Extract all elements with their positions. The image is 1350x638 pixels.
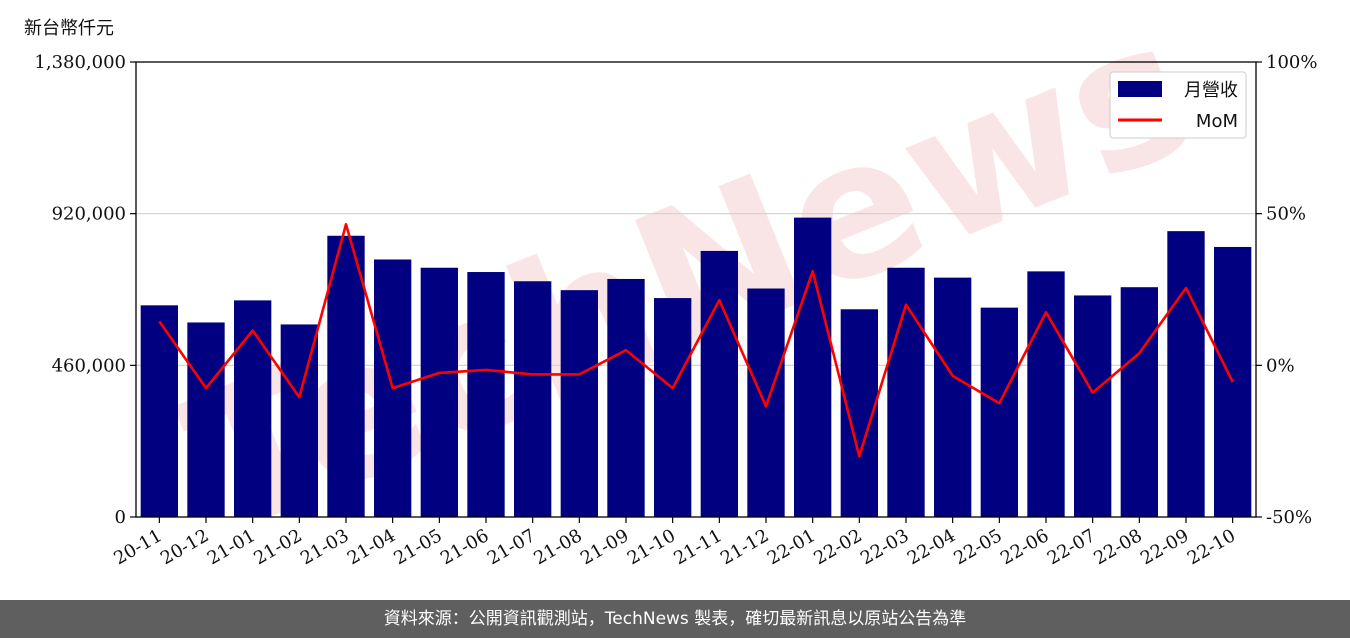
revenue-bar	[140, 305, 178, 517]
x-tick-label: 22-09	[1137, 525, 1192, 569]
y-left-tick-label: 1,380,000	[34, 52, 126, 73]
y-right-tick-label: 0%	[1266, 355, 1295, 376]
revenue-bar	[280, 324, 318, 517]
revenue-bar	[700, 250, 738, 517]
legend: 月營收 MoM	[1109, 71, 1247, 139]
revenue-bar	[887, 267, 925, 517]
y-left-tick-label: 460,000	[52, 355, 126, 376]
y-right-tick-label: 100%	[1266, 52, 1317, 73]
x-tick-label: 21-10	[624, 525, 679, 569]
grid-lines	[136, 213, 1256, 366]
legend-bar-label: 月營收	[1184, 80, 1238, 101]
revenue-bar	[1167, 231, 1205, 518]
x-tick-label: 21-05	[390, 525, 445, 569]
revenue-bar	[327, 235, 365, 517]
y-right-tick-label: 50%	[1266, 204, 1306, 225]
x-tick-label: 22-08	[1090, 525, 1145, 569]
revenue-bar	[420, 267, 458, 517]
mom-line	[158, 223, 1234, 458]
x-tick-label: 21-08	[530, 525, 585, 569]
x-tick-label: 22-07	[1044, 525, 1099, 569]
x-tick-label: 22-06	[997, 525, 1052, 569]
revenue-bar	[187, 322, 225, 517]
y-left-tick-label: 0	[115, 507, 126, 528]
legend-line-label: MoM	[1196, 111, 1238, 132]
x-tick-label: 22-03	[857, 525, 912, 569]
revenue-bar	[607, 278, 645, 517]
revenue-bar	[654, 298, 692, 517]
mom-line-layer	[158, 223, 1234, 458]
revenue-bars	[140, 217, 1252, 518]
revenue-bar	[1120, 287, 1158, 517]
x-tick-label: 21-07	[484, 525, 539, 569]
revenue-bar	[234, 300, 272, 517]
revenue-bar	[467, 272, 505, 517]
x-tick-label: 22-10	[1184, 525, 1239, 569]
x-tick-label: 22-01	[764, 525, 819, 569]
x-tick-label: 20-12	[157, 525, 212, 569]
revenue-bar	[514, 281, 552, 517]
revenue-bar	[1027, 271, 1065, 517]
x-tick-label: 22-05	[950, 525, 1005, 569]
revenue-bar	[794, 217, 832, 518]
chart: TechNews 0460,000920,0001,380,000-50%0%5…	[34, 0, 1317, 577]
revenue-bar	[980, 307, 1018, 517]
y-left-tick-label: 920,000	[52, 204, 126, 225]
x-tick-label: 22-04	[904, 525, 959, 569]
revenue-bar	[934, 277, 972, 517]
x-tick-label: 21-09	[577, 525, 632, 569]
y-axis-unit-label: 新台幣仟元	[24, 18, 114, 39]
plot-frame	[135, 61, 1257, 518]
x-tick-label: 22-02	[810, 525, 865, 569]
source-footer: 資料來源：公開資訊觀測站，TechNews 製表，確切最新訊息以原站公告為準	[0, 600, 1350, 638]
x-tick-label: 21-12	[717, 525, 772, 569]
x-tick-label: 21-06	[437, 525, 492, 569]
x-tick-label: 21-11	[670, 525, 725, 569]
x-tick-label: 20-11	[110, 525, 165, 569]
revenue-bar	[560, 290, 598, 517]
y-right-tick-label: -50%	[1266, 507, 1312, 528]
legend-bar-swatch	[1118, 81, 1162, 97]
revenue-bar	[1074, 295, 1112, 517]
